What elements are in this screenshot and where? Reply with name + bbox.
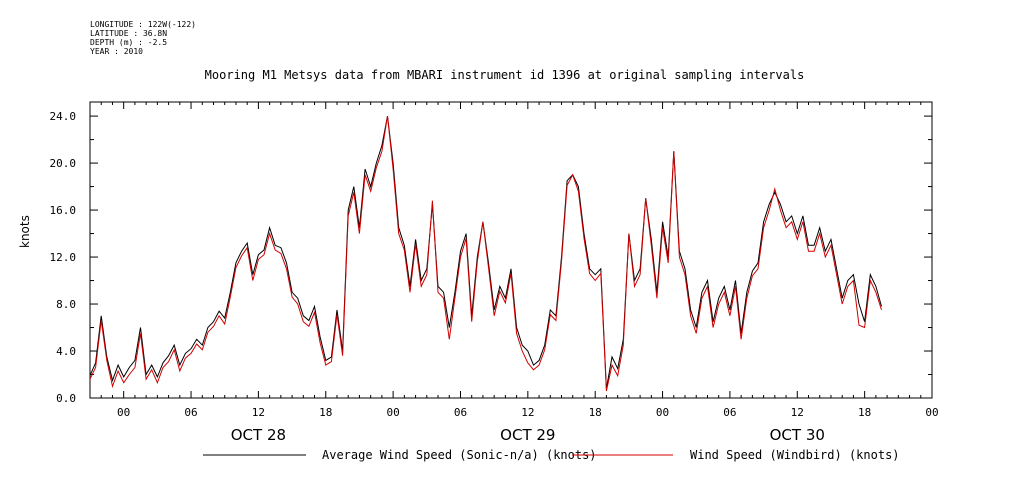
year-text: YEAR : 2010 [90, 47, 143, 56]
date-label: OCT 30 [770, 426, 825, 444]
y-tick-label: 20.0 [50, 157, 77, 170]
x-tick-label: 12 [252, 406, 265, 419]
latitude-text: LATITUDE : 36.8N [90, 29, 168, 38]
plot-frame [89, 101, 933, 399]
chart-title: Mooring M1 Metsys data from MBARI instru… [204, 68, 805, 82]
y-tick-label: 8.0 [56, 298, 76, 311]
x-tick-label: 12 [521, 406, 534, 419]
y-tick-label: 12.0 [50, 251, 77, 264]
y-tick-label: 4.0 [56, 345, 76, 358]
x-tick-label: 18 [589, 406, 602, 419]
x-tick-label: 12 [791, 406, 804, 419]
x-tick-label: 00 [386, 406, 399, 419]
legend-label-windbird: Wind Speed (Windbird) (knots) [690, 448, 900, 462]
legend-label-sonic: Average Wind Speed (Sonic-n/a) (knots) [322, 448, 597, 462]
series-line-sonic [89, 116, 882, 389]
y-tick-label: 16.0 [50, 204, 77, 217]
x-tick-label: 18 [319, 406, 332, 419]
x-tick-label: 06 [723, 406, 736, 419]
series-line-windbird [89, 116, 882, 392]
x-tick-label: 18 [858, 406, 871, 419]
x-tick-label: 06 [454, 406, 467, 419]
longitude-text: LONGITUDE : 122W(-122) [90, 20, 196, 29]
depth-text: DEPTH (m) : -2.5 [90, 38, 168, 47]
x-tick-label: 00 [117, 406, 130, 419]
x-tick-label: 00 [925, 406, 938, 419]
x-tick-label: 06 [184, 406, 197, 419]
y-tick-label: 0.0 [56, 392, 76, 405]
date-label: OCT 29 [500, 426, 555, 444]
y-tick-label: 24.0 [50, 110, 77, 123]
x-tick-label: 00 [656, 406, 669, 419]
metadata-block: LONGITUDE : 122W(-122) LATITUDE : 36.8N … [90, 20, 196, 56]
date-label: OCT 28 [231, 426, 286, 444]
